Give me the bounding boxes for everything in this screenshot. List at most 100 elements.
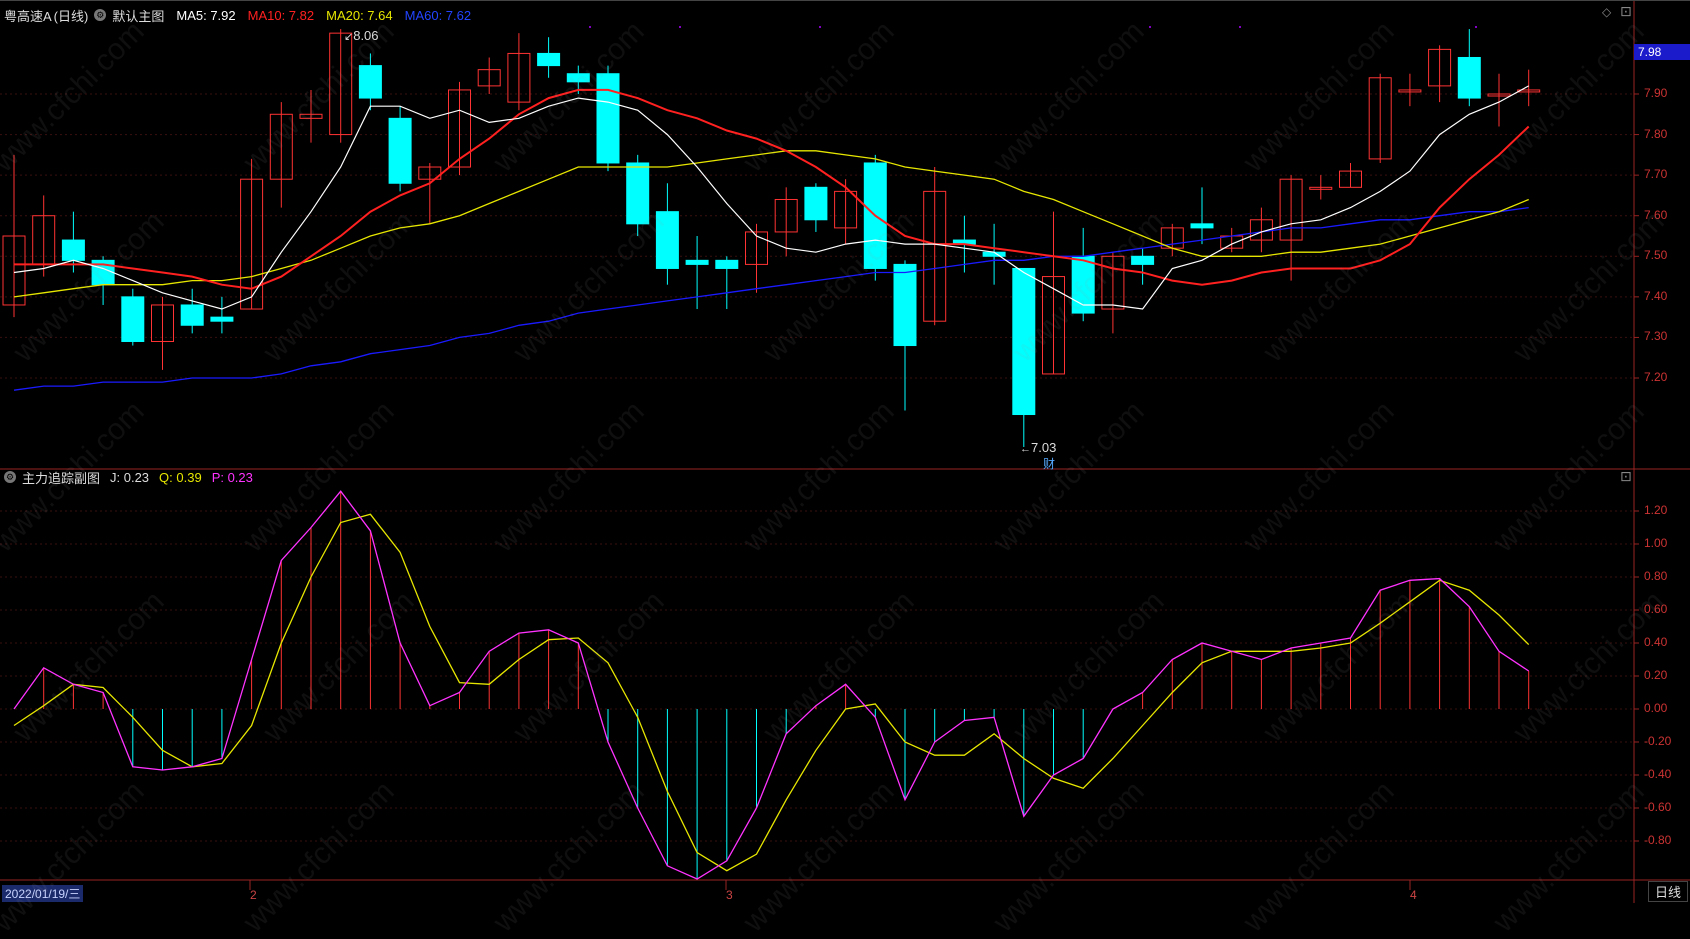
ma20-line xyxy=(13,150,1529,298)
candle-body-down xyxy=(121,296,145,342)
q-label: Q: 0.39 xyxy=(159,469,202,485)
sub-y-tick-label: -0.20 xyxy=(1644,734,1672,748)
candle-body-down xyxy=(537,52,561,67)
candle-body-down xyxy=(1457,56,1481,99)
candle-body-up xyxy=(477,69,501,87)
sub-settings-icon[interactable]: ⚙ xyxy=(4,471,16,483)
candle-body-down xyxy=(655,211,679,269)
sub-y-tick-label: 1.20 xyxy=(1644,503,1668,517)
j-label: J: 0.23 xyxy=(110,469,150,485)
sub-y-tick-label: 0.40 xyxy=(1644,635,1668,649)
sub-y-tick-label: -0.80 xyxy=(1644,833,1672,847)
candle-body-down xyxy=(388,117,412,184)
stock-name[interactable]: 粤高速A xyxy=(4,8,52,24)
signal-dot xyxy=(1239,26,1241,28)
candle-body-up xyxy=(1398,89,1422,93)
candle-body-up xyxy=(1487,93,1511,97)
ma5-line xyxy=(13,85,1529,310)
diamond-icon[interactable]: ◇ xyxy=(1602,5,1612,19)
maximize-icon[interactable]: ⊡ xyxy=(1620,3,1632,19)
candle-body-down xyxy=(1012,267,1036,416)
signal-dot xyxy=(679,26,681,28)
sub-y-tick-label: -0.40 xyxy=(1644,767,1672,781)
sub-y-tick-label: 0.60 xyxy=(1644,602,1668,616)
last-price-tag: 7.98 xyxy=(1634,44,1690,60)
main-chart-name[interactable]: 默认主图 xyxy=(112,8,165,24)
candle-body-down xyxy=(358,65,382,99)
signal-dot xyxy=(589,26,591,28)
candle-body-up xyxy=(151,304,174,342)
candle-body-down xyxy=(685,259,709,265)
ma60-label: MA60: 7.62 xyxy=(404,7,472,23)
signal-dot xyxy=(819,26,821,28)
settings-icon[interactable]: ⚙ xyxy=(94,9,107,21)
month-label-2: 2 xyxy=(250,888,257,902)
candle-body-up xyxy=(329,32,353,136)
candle-body-up xyxy=(834,190,858,229)
candle-body-down xyxy=(180,304,204,326)
high-marker: ↙8.06 xyxy=(344,28,379,43)
sub-y-tick-label: -0.60 xyxy=(1644,800,1672,814)
month-label-4: 4 xyxy=(1410,888,1417,902)
candle-body-down xyxy=(61,239,85,261)
candle-body-down xyxy=(893,263,917,347)
main-y-tick-label: 7.60 xyxy=(1644,207,1668,222)
main-y-tick-label: 7.40 xyxy=(1644,288,1668,303)
ma10-line xyxy=(14,88,1530,290)
candle-body-up xyxy=(448,89,471,168)
candle-body-up xyxy=(1339,170,1362,188)
sub-y-tick-label: 0.00 xyxy=(1644,701,1668,715)
period-label: (日线) xyxy=(53,8,89,24)
candle-body-up xyxy=(1428,48,1452,87)
cursor-date: 2022/01/19/三 xyxy=(2,885,84,902)
sub-y-tick-label: 1.00 xyxy=(1644,536,1668,550)
sub-y-tick-label: 0.20 xyxy=(1644,668,1668,682)
candle-body-down xyxy=(626,162,650,225)
main-y-tick-label: 7.70 xyxy=(1644,167,1668,182)
candle-body-up xyxy=(745,231,768,265)
ma5-label: MA5: 7.92 xyxy=(176,7,236,23)
main-chart-header: 粤高速A (日线) ⚙ 默认主图 MA5: 7.92 MA10: 7.82 MA… xyxy=(4,4,471,26)
candle-body-up xyxy=(1368,77,1392,160)
candle-body-down xyxy=(566,73,590,83)
sub-maximize-icon[interactable]: ⊡ xyxy=(1620,468,1632,484)
ma10-label: MA10: 7.82 xyxy=(247,7,315,23)
main-y-tick-label: 7.30 xyxy=(1644,329,1668,344)
event-marker[interactable]: 财 xyxy=(1043,457,1056,471)
main-y-tick-label: 7.50 xyxy=(1644,248,1668,263)
candle-body-up xyxy=(774,198,798,233)
candle-body-up xyxy=(1279,178,1303,241)
p-line xyxy=(13,490,1530,880)
candle-body-up xyxy=(299,113,323,119)
candle-body-down xyxy=(715,259,739,269)
main-y-tick-label: 7.90 xyxy=(1644,86,1668,100)
q-line xyxy=(13,513,1530,872)
chart-canvas xyxy=(0,0,1690,903)
signal-dot xyxy=(1149,26,1151,28)
ma60-line xyxy=(13,206,1529,391)
sub-y-tick-label: 0.80 xyxy=(1644,569,1668,583)
candle-body-up xyxy=(1517,89,1541,93)
candle-body-up xyxy=(269,113,293,180)
month-label-3: 3 xyxy=(726,888,733,902)
candle-body-up xyxy=(1042,276,1065,375)
ma20-label: MA20: 7.64 xyxy=(326,7,393,23)
candle-body-up xyxy=(1309,186,1333,190)
candle-body-up xyxy=(1101,255,1125,310)
signal-dot xyxy=(1475,26,1477,28)
p-label: P: 0.23 xyxy=(211,469,253,485)
candle-body-up xyxy=(240,178,264,310)
candle-body-down xyxy=(804,186,828,221)
low-marker: ←7.03 xyxy=(1020,440,1057,455)
sub-chart-name[interactable]: 主力追踪副图 xyxy=(22,470,101,486)
candle-body-down xyxy=(1131,255,1155,265)
period-tab[interactable]: 日线 xyxy=(1647,881,1688,902)
candle-body-up xyxy=(923,190,947,322)
candle-body-down xyxy=(1190,223,1214,229)
candle-body-up xyxy=(507,52,531,103)
main-y-tick-label: 7.20 xyxy=(1644,370,1668,384)
main-y-tick-label: 7.80 xyxy=(1644,126,1668,141)
candle-body-down xyxy=(210,316,234,322)
candle-body-down xyxy=(596,73,620,164)
sub-chart-header: ⚙ 主力追踪副图 J: 0.23 Q: 0.39 P: 0.23 xyxy=(4,466,253,488)
